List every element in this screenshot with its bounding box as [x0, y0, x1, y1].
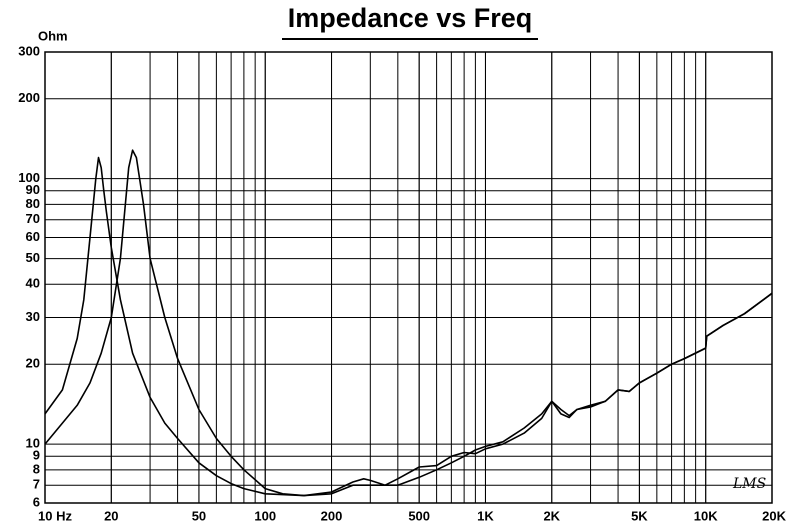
- y-tick-label: 50: [26, 250, 40, 265]
- y-tick-label: 200: [18, 90, 40, 105]
- watermark: LMS: [732, 476, 766, 492]
- y-tick-label: 300: [18, 43, 40, 58]
- y-tick-label: 20: [26, 356, 40, 371]
- impedance-curve: [44, 156, 773, 497]
- y-tick-label: 8: [33, 461, 40, 476]
- y-tick-label: 30: [26, 309, 40, 324]
- x-tick-label: 10K: [694, 508, 718, 523]
- x-tick-label: 5K: [631, 508, 648, 523]
- x-tick-label: 20K: [762, 508, 786, 523]
- x-tick-label: 10 Hz: [38, 508, 72, 523]
- y-tick-label: 90: [26, 182, 40, 197]
- y-tick-label: 10: [26, 436, 40, 451]
- x-tick-label: 20: [104, 508, 118, 523]
- impedance-curve: [44, 149, 773, 497]
- x-tick-label: 500: [408, 508, 430, 523]
- y-axis-label: Ohm: [38, 28, 68, 43]
- x-tick-label: 50: [192, 508, 206, 523]
- y-tick-label: 60: [26, 229, 40, 244]
- y-tick-label: 100: [18, 170, 40, 185]
- x-tick-label: 1K: [477, 508, 494, 523]
- y-tick-label: 7: [33, 477, 40, 492]
- y-tick-label: 9: [33, 448, 40, 463]
- y-tick-label: 80: [26, 196, 40, 211]
- x-tick-label: 2K: [543, 508, 560, 523]
- x-tick-label: 100: [254, 508, 276, 523]
- y-tick-label: 70: [26, 211, 40, 226]
- y-tick-label: 40: [26, 276, 40, 291]
- plot-frame: [44, 51, 773, 504]
- y-tick-label: 6: [33, 494, 40, 509]
- x-tick-label: 200: [321, 508, 343, 523]
- chart-title: Impedance vs Freq: [288, 3, 533, 33]
